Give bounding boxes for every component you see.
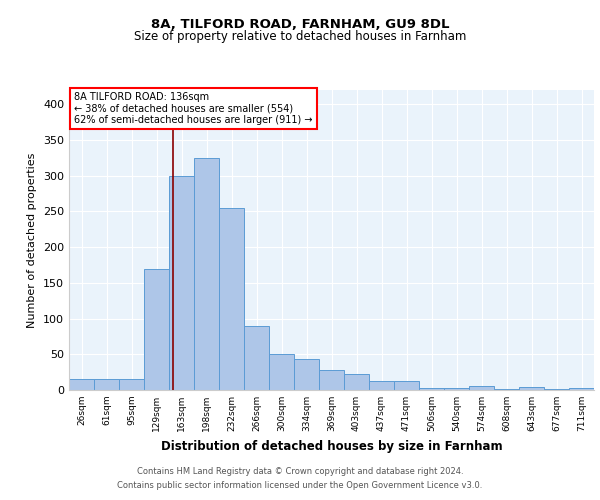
Bar: [419, 388, 444, 390]
Bar: [269, 354, 294, 390]
Bar: [319, 370, 344, 390]
Bar: [94, 380, 119, 390]
Bar: [194, 158, 219, 390]
X-axis label: Distribution of detached houses by size in Farnham: Distribution of detached houses by size …: [161, 440, 502, 452]
Text: 8A, TILFORD ROAD, FARNHAM, GU9 8DL: 8A, TILFORD ROAD, FARNHAM, GU9 8DL: [151, 18, 449, 30]
Bar: [469, 386, 494, 390]
Y-axis label: Number of detached properties: Number of detached properties: [28, 152, 37, 328]
Text: Contains public sector information licensed under the Open Government Licence v3: Contains public sector information licen…: [118, 481, 482, 490]
Bar: [444, 388, 469, 390]
Bar: [144, 268, 169, 390]
Bar: [544, 388, 569, 390]
Text: 8A TILFORD ROAD: 136sqm
← 38% of detached houses are smaller (554)
62% of semi-d: 8A TILFORD ROAD: 136sqm ← 38% of detache…: [74, 92, 313, 124]
Bar: [569, 388, 594, 390]
Bar: [344, 374, 369, 390]
Text: Contains HM Land Registry data © Crown copyright and database right 2024.: Contains HM Land Registry data © Crown c…: [137, 467, 463, 476]
Bar: [394, 382, 419, 390]
Bar: [494, 388, 519, 390]
Bar: [219, 208, 244, 390]
Bar: [294, 360, 319, 390]
Bar: [519, 387, 544, 390]
Bar: [369, 382, 394, 390]
Bar: [169, 176, 194, 390]
Text: Size of property relative to detached houses in Farnham: Size of property relative to detached ho…: [134, 30, 466, 43]
Bar: [244, 326, 269, 390]
Bar: [69, 380, 94, 390]
Bar: [119, 380, 144, 390]
